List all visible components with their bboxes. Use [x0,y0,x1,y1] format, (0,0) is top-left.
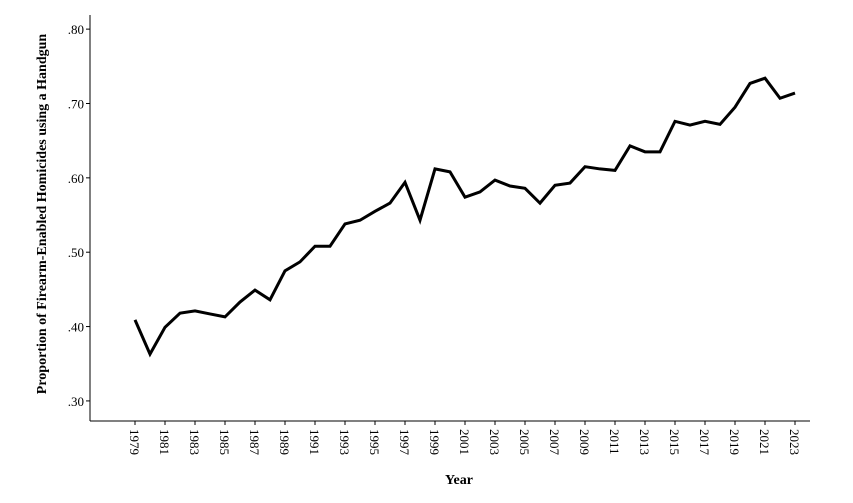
x-tick-label: 2011 [607,429,622,455]
x-tick-label: 2015 [667,429,682,455]
x-tick-label: 1993 [337,429,352,455]
y-tick-label: .50 [68,245,84,260]
y-tick-label: .80 [68,22,84,37]
x-axis-title: Year [445,473,473,488]
data-line [133,76,796,358]
x-tick-label: 1979 [127,429,142,455]
x-tick-label: 1985 [217,429,232,455]
x-tick-label: 2013 [637,429,652,455]
x-tick-label: 1999 [427,429,442,455]
x-tick-label: 2001 [457,429,472,455]
x-tick-label: 1987 [247,429,262,456]
x-tick-label: 1989 [277,429,292,455]
x-tick-label: 2019 [727,429,742,455]
x-tick-label: 2003 [487,429,502,455]
x-tick-label: 1981 [157,429,172,455]
y-axis-title: Proportion of Firearm-Enabled Homicides … [35,34,50,395]
x-tick-label: 2023 [787,429,802,455]
x-tick-label: 2005 [517,429,532,455]
x-tick-label: 1997 [397,429,412,456]
x-tick-label: 2017 [697,429,712,456]
y-tick-label: .70 [68,96,84,111]
x-tick-label: 2009 [577,429,592,455]
x-tick-label: 1983 [187,429,202,455]
x-tick-label: 1995 [367,429,382,455]
y-tick-label: .60 [68,171,84,186]
y-tick-label: .40 [68,320,84,335]
y-tick-label: .30 [68,394,84,409]
x-tick-label: 2007 [547,429,562,456]
x-tick-label: 2021 [757,429,772,455]
x-tick-label: 1991 [307,429,322,455]
